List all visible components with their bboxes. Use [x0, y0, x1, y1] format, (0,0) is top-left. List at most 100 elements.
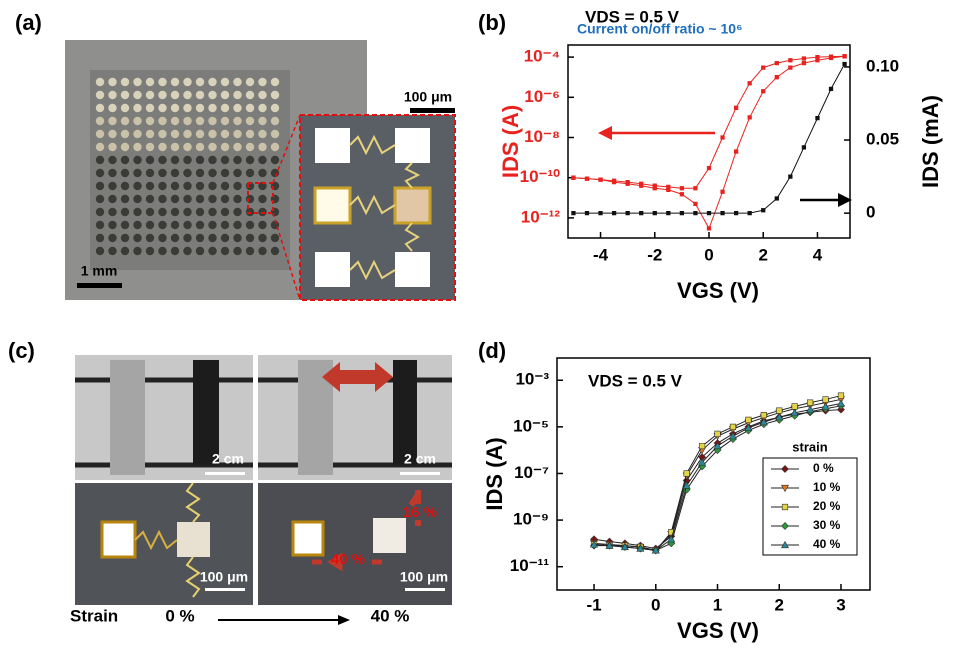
photo-dot	[270, 246, 280, 256]
data-point	[801, 145, 807, 150]
data-point	[651, 546, 660, 554]
photo-dot	[258, 194, 267, 204]
photo-dot	[245, 129, 255, 139]
photo-dot	[170, 90, 180, 100]
photo-dot	[208, 142, 217, 152]
photo-dot	[120, 194, 130, 204]
photo-dot	[120, 181, 130, 191]
photo-dot	[120, 207, 130, 217]
photo-dot	[220, 181, 230, 191]
photo-dot	[270, 103, 280, 113]
plot-frame	[567, 44, 851, 239]
photo-dot	[220, 168, 230, 178]
photo-dot	[183, 103, 192, 113]
legend-marker	[780, 540, 790, 549]
photo-dot	[158, 116, 167, 126]
legend-title: strain	[792, 439, 827, 454]
data-point	[652, 211, 657, 216]
data-point	[774, 75, 779, 80]
arrow	[838, 193, 852, 207]
photo-dot	[120, 116, 130, 126]
scale-label: 100 μm	[400, 569, 448, 585]
photo-dot	[95, 129, 105, 139]
photo-dot	[208, 207, 217, 217]
photo-dot	[208, 155, 217, 165]
photo-dot	[270, 116, 280, 126]
photo-dot	[208, 181, 217, 191]
data-point	[733, 149, 739, 154]
data-point	[801, 61, 807, 66]
legend-marker	[780, 484, 790, 493]
photo-dot	[183, 207, 192, 217]
photo-dot	[158, 220, 167, 230]
photo-dot	[220, 194, 230, 204]
data-point	[714, 430, 721, 437]
photo-dot	[195, 168, 205, 178]
photo-dot	[233, 181, 242, 191]
y-axis-label: IDS (A)	[482, 437, 507, 510]
photo-dot	[245, 155, 255, 165]
photo-dot	[170, 77, 180, 87]
photo-dot	[258, 142, 267, 152]
photo-dot	[145, 181, 155, 191]
photo-dot	[95, 103, 105, 113]
photo-dot	[133, 233, 142, 243]
photo-dot	[158, 90, 167, 100]
photo-dot	[133, 142, 142, 152]
photo-dot	[170, 168, 180, 178]
photo-dot	[245, 246, 255, 256]
data-point	[761, 208, 766, 213]
data-point	[625, 181, 630, 186]
photo-dot	[133, 181, 142, 191]
data-point	[761, 89, 766, 94]
photo-dot	[108, 90, 117, 100]
data-point	[706, 211, 712, 216]
x-axis-label: VGS (V)	[677, 278, 759, 303]
data-point	[774, 196, 779, 201]
data-point	[598, 211, 603, 216]
strain-label: Strain	[70, 606, 118, 625]
photo-dot	[158, 194, 167, 204]
photo-dot	[208, 246, 217, 256]
chart-title: VDS = 0.5 V	[585, 7, 680, 26]
photo-dot	[245, 90, 255, 100]
photo-dot	[158, 129, 167, 139]
scale-label: 100 μm	[200, 569, 248, 585]
data-point	[605, 541, 614, 549]
photo-dot	[158, 246, 167, 256]
photo-dot	[108, 207, 117, 217]
photo-dot	[258, 77, 267, 87]
photo-dot	[120, 90, 130, 100]
data-point	[693, 211, 698, 216]
legend-label: 40 %	[813, 537, 841, 551]
photo-dot	[145, 77, 155, 87]
photo-dot	[120, 233, 130, 243]
photo-dot	[108, 142, 117, 152]
x-tick-label: 0	[651, 595, 660, 614]
data-point	[744, 423, 753, 432]
series-line	[573, 55, 845, 230]
data-point	[729, 423, 737, 430]
photo-dot	[120, 142, 130, 152]
photo-dot	[220, 246, 230, 256]
photo-dot	[270, 155, 280, 165]
photo-dot	[245, 103, 255, 113]
photo-dot	[133, 77, 142, 87]
photo-dot	[108, 116, 117, 126]
data-point	[760, 411, 767, 419]
photo-dot	[258, 220, 267, 230]
data-point	[788, 58, 793, 63]
photo-dot	[220, 116, 230, 126]
photo-dot	[133, 129, 142, 139]
data-point	[667, 535, 676, 543]
photo-dot	[108, 246, 117, 256]
panel-label: (b)	[478, 10, 506, 35]
data-point	[584, 211, 590, 216]
data-point	[842, 61, 847, 67]
inset-wire	[349, 134, 421, 281]
photo-dot	[195, 220, 205, 230]
photo-dot	[108, 77, 117, 87]
photo-dot	[195, 142, 205, 152]
photo-dot	[170, 181, 180, 191]
photo-dot	[158, 77, 167, 87]
